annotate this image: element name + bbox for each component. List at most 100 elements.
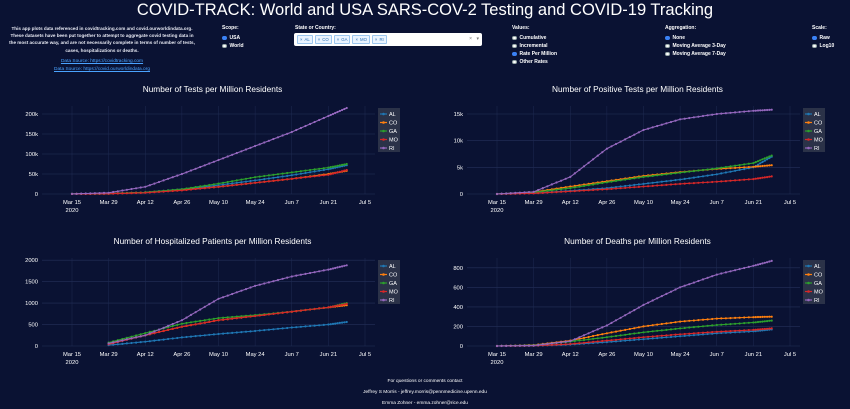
x-year-label: 2020 <box>66 360 79 366</box>
aggregation-option-ma7[interactable]: Moving Average 7-Day <box>665 51 726 57</box>
data-point-al <box>157 339 161 342</box>
remove-tag-icon[interactable]: × <box>317 36 321 42</box>
data-point-ri <box>135 187 138 190</box>
x-tick-label: May 24 <box>671 200 691 206</box>
remove-tag-icon[interactable]: × <box>355 36 358 42</box>
aggregation-option-ma3[interactable]: Moving Average 3-Day <box>665 43 726 49</box>
data-point-ga <box>240 178 243 181</box>
data-point-mo <box>162 329 165 333</box>
positive-tests-per-million-chart[interactable]: Number of Positive Tests per Million Res… <box>425 80 850 220</box>
data-point-al <box>290 174 293 177</box>
data-point-al <box>313 170 316 173</box>
aggregation-option-none[interactable]: None <box>665 35 685 41</box>
values-option-rate-per-million[interactable]: Rate Per Million <box>512 51 557 57</box>
data-point-ga <box>692 326 695 329</box>
state-multiselect[interactable]: × AL × CO × GA × MO × RI × ▾ <box>294 33 482 46</box>
data-point-ga <box>711 324 714 327</box>
data-point-mo <box>729 330 732 333</box>
data-point-ri <box>743 266 746 270</box>
state-tag-mo[interactable]: × MO <box>352 35 370 44</box>
data-point-ga <box>747 321 750 324</box>
state-tag-co[interactable]: × CO <box>314 35 332 44</box>
legend-swatch-marker <box>382 146 385 150</box>
data-point-ga <box>194 186 197 189</box>
data-point-al <box>153 339 156 342</box>
data-point-ri <box>665 122 668 125</box>
legend-swatch-marker <box>382 298 385 302</box>
state-tag-al[interactable]: × AL <box>297 35 313 44</box>
legend-label: GA <box>814 129 822 135</box>
data-point-ri <box>203 305 206 308</box>
hospitalized-per-million-chart[interactable]: Number of Hospitalized Patients per Mill… <box>0 232 425 372</box>
remove-tag-icon[interactable]: × <box>336 36 340 42</box>
legend-label: GA <box>814 281 822 287</box>
x-tick-label: Mar 15 <box>488 200 506 206</box>
data-point-ri <box>212 160 215 163</box>
data-point-ri <box>226 155 229 158</box>
data-point-mo <box>208 320 211 323</box>
clear-all-icon[interactable]: × <box>469 36 472 42</box>
data-point-mo <box>327 173 330 176</box>
radio-selected-icon <box>222 35 227 41</box>
values-option-cumulative[interactable]: Cumulative <box>512 35 546 41</box>
data-point-ri <box>596 154 599 157</box>
data-point-mo <box>258 181 261 184</box>
data-point-al <box>683 177 686 180</box>
scale-option-log10[interactable]: Log10 <box>812 43 834 49</box>
data-point-al <box>309 324 312 328</box>
data-point-ga <box>647 330 650 333</box>
x-tick-label: Mar 15 <box>63 200 81 206</box>
remove-tag-icon[interactable]: × <box>374 36 378 42</box>
data-point-ri <box>157 328 161 331</box>
data-point-ri <box>587 161 590 164</box>
data-point-al <box>318 324 321 327</box>
data-source-link-ourworldindata[interactable]: Data Source: https://covid.ourworldindat… <box>54 67 150 72</box>
data-point-ga <box>669 172 673 175</box>
data-point-al <box>331 322 335 325</box>
data-point-al <box>688 177 691 180</box>
data-point-ga <box>258 175 261 178</box>
data-point-ga <box>633 332 636 335</box>
x-tick-label: Apr 12 <box>562 200 579 206</box>
data-point-mo <box>222 185 225 188</box>
data-point-ri <box>569 340 572 343</box>
values-option-incremental[interactable]: Incremental <box>512 43 548 49</box>
data-point-al <box>734 169 737 172</box>
radio-selected-icon <box>812 35 817 41</box>
data-point-co <box>754 165 757 168</box>
values-option-other-rates[interactable]: Other Rates <box>512 59 548 65</box>
x-tick-label: Jul 5 <box>784 352 796 358</box>
data-point-al <box>665 336 668 339</box>
data-point-ri <box>281 277 284 280</box>
state-tag-ri[interactable]: × RI <box>371 35 387 44</box>
data-point-mo <box>573 342 576 345</box>
data-point-ri <box>729 111 732 114</box>
data-point-ri <box>505 344 508 347</box>
data-point-ri <box>286 132 289 135</box>
scope-option-usa[interactable]: USA <box>222 35 240 41</box>
data-source-link-covidtracking[interactable]: Data Source: https://covidtracking.com <box>60 59 144 64</box>
data-point-al <box>715 173 718 176</box>
footer-contact-zohner: Emma Zohner - emma.zohner@rice.edu <box>382 401 468 406</box>
state-tag-ga[interactable]: × GA <box>333 35 351 44</box>
data-point-ga <box>688 326 691 329</box>
data-point-ga <box>272 173 275 176</box>
remove-tag-icon[interactable]: × <box>300 36 303 42</box>
data-point-co <box>768 164 771 167</box>
data-point-mo <box>683 332 686 336</box>
deaths-per-million-chart[interactable]: Number of Deaths per Million Residents 0 2… <box>425 232 850 372</box>
tests-per-million-chart[interactable]: Number of Tests per Million Residents 0 50… <box>0 80 425 220</box>
scope-option-world[interactable]: World <box>222 43 244 49</box>
footer-contact-morris: Jeffrey S Morris - jeffrey.morris@pennme… <box>363 390 487 395</box>
data-point-ri <box>628 135 631 139</box>
data-point-mo <box>286 178 289 181</box>
scale-option-raw[interactable]: Raw <box>812 35 830 41</box>
data-point-co <box>614 330 618 333</box>
data-point-ri <box>295 128 298 132</box>
data-point-ri <box>711 113 714 116</box>
data-point-ri <box>747 110 750 113</box>
chevron-down-icon[interactable]: ▾ <box>476 36 479 42</box>
data-point-ga <box>130 335 133 338</box>
data-point-ga <box>212 183 215 186</box>
chart-title: Number of Deaths per Million Residents <box>564 236 711 246</box>
